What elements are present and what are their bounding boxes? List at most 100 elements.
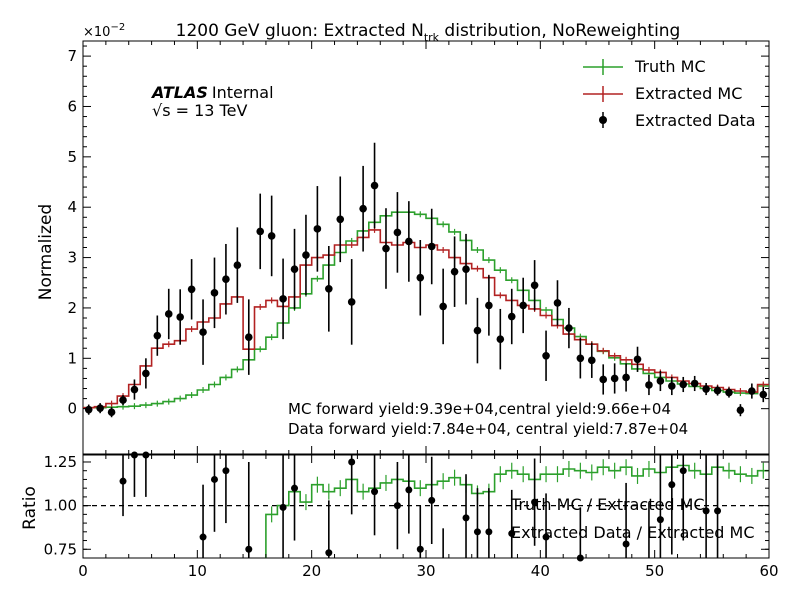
ratio-xtick-label: 10 [188, 562, 207, 580]
extracted-data-extracted-mc-ratio-point [199, 533, 207, 541]
extracted-data-extracted-mc-ratio-point [325, 549, 333, 557]
extracted-data-point [645, 381, 653, 389]
ratio-legend: Truth MC / Extracted MC Extracted Data /… [510, 495, 755, 542]
extracted-data-point [633, 355, 642, 364]
mc-yield-text: MC forward yield:9.39e+04,central yield:… [288, 400, 671, 418]
y-multiplier-label: ×10−2 [83, 22, 125, 40]
extracted-data-point [473, 326, 482, 335]
extracted-data-point [164, 310, 173, 318]
extracted-data-point [313, 225, 322, 233]
truth-mc-step-line [83, 211, 769, 409]
ratio-plot-panel: 0.75 1.00 1.25 0 10 20 30 40 50 60 Ratio Truth M… [20, 451, 779, 580]
legend-extracted-mc-label: Extracted MC [635, 84, 742, 103]
extracted-data-point [622, 373, 630, 382]
extracted-data-extracted-mc-ratio-point [462, 514, 470, 522]
extracted-data-point [576, 354, 585, 363]
extracted-data-point [119, 396, 127, 404]
extracted-data-point [702, 385, 710, 393]
legend-entry-truth-mc: Truth MC [583, 57, 706, 76]
extracted-data-extracted-mc-ratio-point [622, 540, 630, 548]
extracted-data-point [599, 375, 608, 384]
extracted-data-extracted-mc-ratio-point [222, 467, 230, 475]
chart-title: 1200 GeV gluon: Extracted Ntrk distribut… [176, 21, 681, 44]
legend-extracted-data-marker [599, 116, 607, 124]
extracted-data-point [656, 377, 665, 385]
extracted-data-extracted-mc-ratio-point [679, 467, 687, 475]
extracted-data-extracted-mc-ratio-point [348, 458, 356, 466]
extracted-data-point [96, 404, 104, 412]
data-yield-text: Data forward yield:7.84e+04, central yie… [288, 420, 688, 438]
extracted-data-point [405, 237, 413, 246]
extracted-data-extracted-mc-ratio-point [714, 507, 722, 515]
extracted-data-point [290, 265, 299, 273]
extracted-data-extracted-mc-ratio-point [485, 528, 493, 536]
extracted-data-point [325, 285, 333, 293]
extracted-data-extracted-mc-ratio-point [291, 484, 299, 492]
extracted-data-point [153, 331, 162, 340]
extracted-data-extracted-mc-ratio-point [428, 496, 436, 504]
extracted-data-extracted-mc-ratio-point [473, 528, 481, 536]
extracted-data-point [176, 313, 184, 321]
extracted-data-extracted-mc-ratio-point [702, 507, 710, 515]
extracted-data-point [507, 312, 516, 321]
extracted-data-point [713, 386, 722, 395]
extracted-data-point [347, 298, 356, 306]
ratio-xtick-label: 0 [78, 562, 88, 580]
extracted-data-point [187, 285, 196, 294]
extracted-data-point [462, 265, 470, 273]
extracted-data-point [279, 295, 287, 303]
extracted-data-point [690, 379, 699, 388]
extracted-data-point [679, 380, 688, 389]
extracted-data-point [759, 390, 768, 399]
extracted-data-point [244, 333, 253, 341]
main-legend: Truth MC Extracted MC Extracted Data [583, 57, 756, 130]
main-ytick-label: 0 [67, 400, 77, 418]
legend-entry-extracted-mc: Extracted MC [583, 84, 742, 103]
extracted-data-point [210, 289, 219, 297]
extracted-data-point [496, 335, 505, 343]
ratio-xtick-label: 40 [531, 562, 550, 580]
extracted-data-extracted-mc-ratio-point [245, 545, 253, 553]
extracted-data-point [725, 388, 733, 397]
ratio-y-axis-label: Ratio [20, 486, 40, 530]
atlas-label: ATLAS Internal [150, 83, 274, 102]
extracted-data-point [393, 228, 402, 237]
legend-extracted-data-label: Extracted Data [635, 111, 756, 130]
extracted-data-point [233, 261, 242, 269]
extracted-data-extracted-mc-ratio-point [371, 488, 379, 496]
main-ytick-label: 7 [67, 47, 77, 65]
extracted-data-point [370, 181, 379, 190]
extracted-data-extracted-mc-ratio-point [279, 503, 287, 511]
extracted-data-extracted-mc-ratio-point [393, 502, 401, 510]
extracted-data-point [130, 385, 139, 394]
ratio-ytick-label: 1.25 [44, 453, 77, 471]
extracted-data-point [553, 299, 562, 307]
extracted-data-extracted-mc-ratio-point [531, 498, 539, 506]
ratio-ytick-label: 1.00 [44, 497, 77, 515]
ratio-xtick-label: 20 [302, 562, 321, 580]
extracted-data-extracted-mc-ratio-point [405, 486, 413, 494]
ratio-xtick-label: 60 [759, 562, 778, 580]
extracted-data-extracted-mc-ratio-point [656, 516, 664, 524]
main-ytick-label: 2 [67, 299, 77, 317]
extracted-data-point [439, 302, 447, 311]
extracted-data-point [336, 215, 345, 224]
ratio-xtick-label: 50 [645, 562, 664, 580]
extracted-data-extracted-mc-ratio-point [508, 530, 516, 538]
extracted-data-extracted-mc-ratio-point [210, 475, 218, 483]
extracted-data-extracted-mc-ratio-point [542, 533, 550, 541]
legend-entry-extracted-data: Extracted Data [599, 111, 756, 130]
main-ytick-label: 3 [67, 249, 77, 267]
main-ytick-label: 4 [67, 198, 77, 216]
extracted-data-extracted-mc-ratio-point [668, 481, 676, 489]
ratio-ytick-label: 0.75 [44, 540, 77, 558]
extracted-data-point [530, 281, 539, 290]
extracted-data-point [302, 251, 310, 259]
extracted-data-point [736, 406, 745, 414]
extracted-data-point [610, 374, 619, 383]
ratio-xtick-label: 30 [416, 562, 435, 580]
extracted-data-point [450, 267, 459, 276]
extracted-data-point [267, 232, 276, 240]
extracted-data-point [587, 356, 596, 365]
